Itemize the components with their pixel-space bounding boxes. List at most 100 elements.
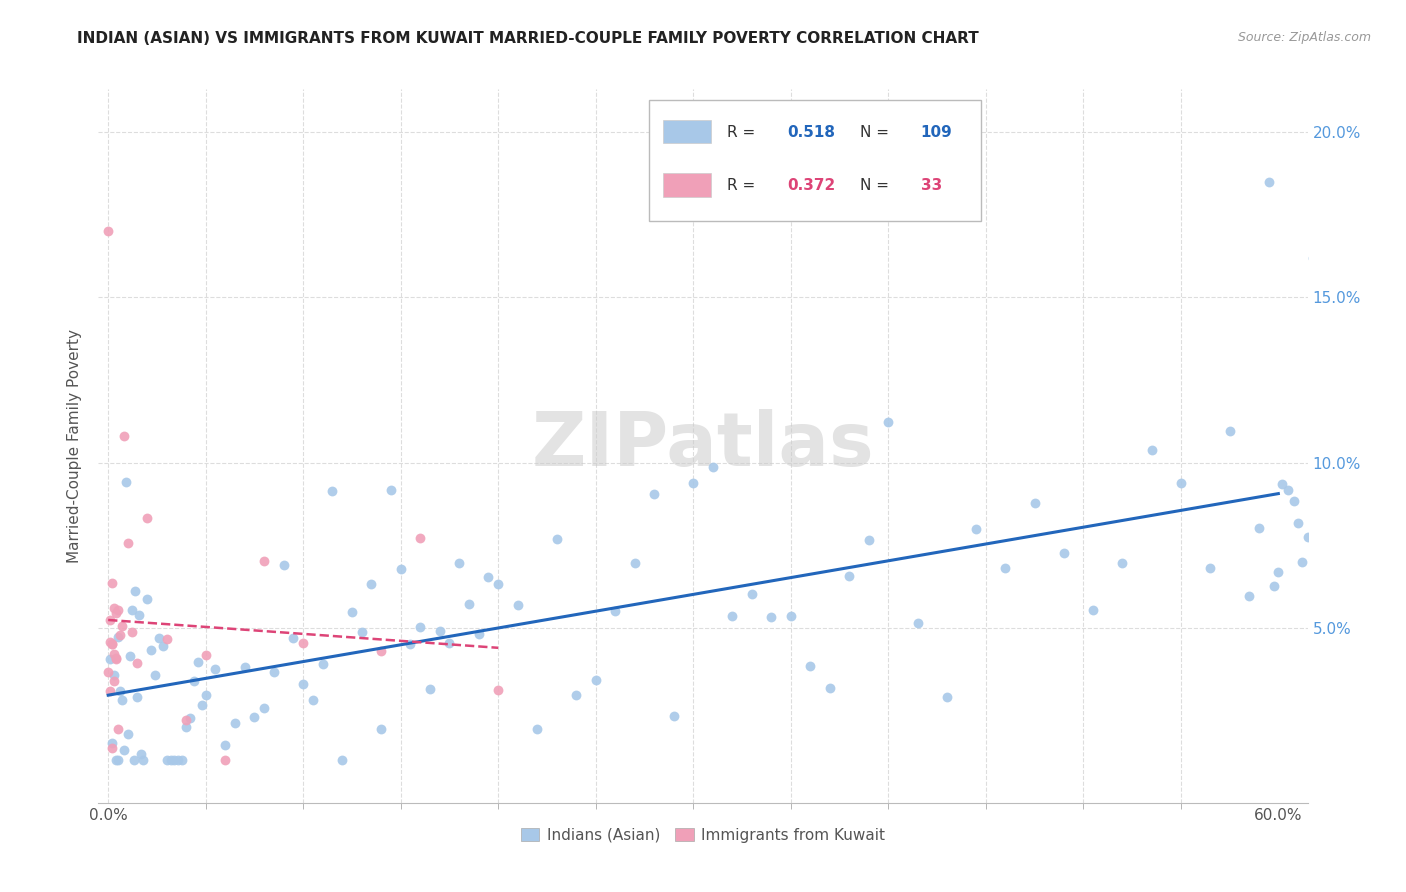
Text: N =: N = <box>860 178 894 193</box>
Point <box>108 628 131 642</box>
Point <box>1302 252 1324 266</box>
Point <box>1081 603 1104 617</box>
Point <box>117 727 139 741</box>
Point <box>965 522 987 536</box>
Point <box>1170 476 1192 491</box>
Point <box>1024 496 1046 510</box>
Legend: Indians (Asian), Immigrants from Kuwait: Indians (Asian), Immigrants from Kuwait <box>515 822 891 848</box>
Point <box>122 753 145 767</box>
Point <box>191 698 214 712</box>
Point <box>243 710 266 724</box>
Point <box>1053 546 1076 560</box>
Point <box>183 674 205 689</box>
Point <box>156 632 179 646</box>
Point <box>360 577 382 591</box>
Point <box>1277 483 1299 497</box>
Point <box>449 556 471 570</box>
Point <box>108 684 131 698</box>
Point <box>103 647 125 661</box>
Point <box>399 637 422 651</box>
Point <box>761 610 783 624</box>
Point <box>858 533 880 547</box>
Text: R =: R = <box>727 125 761 139</box>
Point <box>98 613 121 627</box>
Point <box>97 665 120 679</box>
Text: R =: R = <box>727 178 761 193</box>
Point <box>187 655 209 669</box>
Point <box>132 753 155 767</box>
Point <box>283 631 305 645</box>
Point <box>214 739 236 753</box>
FancyBboxPatch shape <box>664 120 711 144</box>
Point <box>112 429 135 443</box>
Point <box>148 631 170 645</box>
Point <box>370 644 392 658</box>
Point <box>429 624 451 639</box>
Text: 33: 33 <box>921 178 942 193</box>
Point <box>104 606 127 620</box>
Point <box>107 603 129 617</box>
Point <box>124 584 146 599</box>
Point <box>104 753 127 767</box>
Point <box>107 753 129 767</box>
Point <box>1267 566 1289 580</box>
Point <box>167 753 190 767</box>
Point <box>156 753 179 767</box>
Point <box>273 558 295 573</box>
Point <box>98 635 121 649</box>
Point <box>1237 589 1260 603</box>
Point <box>409 531 432 545</box>
Point <box>486 682 509 697</box>
Point <box>994 561 1017 575</box>
Point <box>565 688 588 702</box>
Y-axis label: Married-Couple Family Poverty: Married-Couple Family Poverty <box>67 329 83 563</box>
Point <box>585 673 607 688</box>
Point <box>409 620 432 634</box>
Point <box>121 603 143 617</box>
Point <box>101 741 124 756</box>
Point <box>253 700 276 714</box>
Point <box>131 747 153 762</box>
Point <box>1199 561 1222 575</box>
Point <box>1296 530 1319 544</box>
Point <box>302 693 325 707</box>
Point <box>380 483 402 497</box>
Point <box>1263 578 1285 592</box>
Point <box>702 460 724 475</box>
Point <box>104 651 127 665</box>
Point <box>172 753 194 767</box>
Point <box>103 673 125 688</box>
Point <box>546 532 568 546</box>
Point <box>111 693 134 707</box>
Point <box>136 511 159 525</box>
Point <box>623 556 645 570</box>
Point <box>104 650 127 665</box>
Point <box>98 652 121 666</box>
Point <box>818 681 841 696</box>
Point <box>321 483 343 498</box>
Point <box>1219 424 1241 438</box>
Point <box>224 716 246 731</box>
Point <box>1271 476 1294 491</box>
Point <box>467 627 489 641</box>
Point <box>877 415 900 429</box>
Point <box>114 475 136 489</box>
Point <box>439 636 461 650</box>
Point <box>935 690 957 704</box>
Point <box>118 648 141 663</box>
Point <box>643 487 665 501</box>
Point <box>101 576 124 591</box>
FancyBboxPatch shape <box>648 100 981 221</box>
Point <box>103 600 125 615</box>
Point <box>136 591 159 606</box>
Point <box>779 609 801 624</box>
Point <box>152 639 174 653</box>
Point <box>1291 555 1313 569</box>
Point <box>174 720 197 734</box>
Point <box>292 635 315 649</box>
Point <box>159 753 181 767</box>
Point <box>117 536 139 550</box>
Point <box>101 637 124 651</box>
Point <box>1140 442 1163 457</box>
Point <box>330 753 353 767</box>
